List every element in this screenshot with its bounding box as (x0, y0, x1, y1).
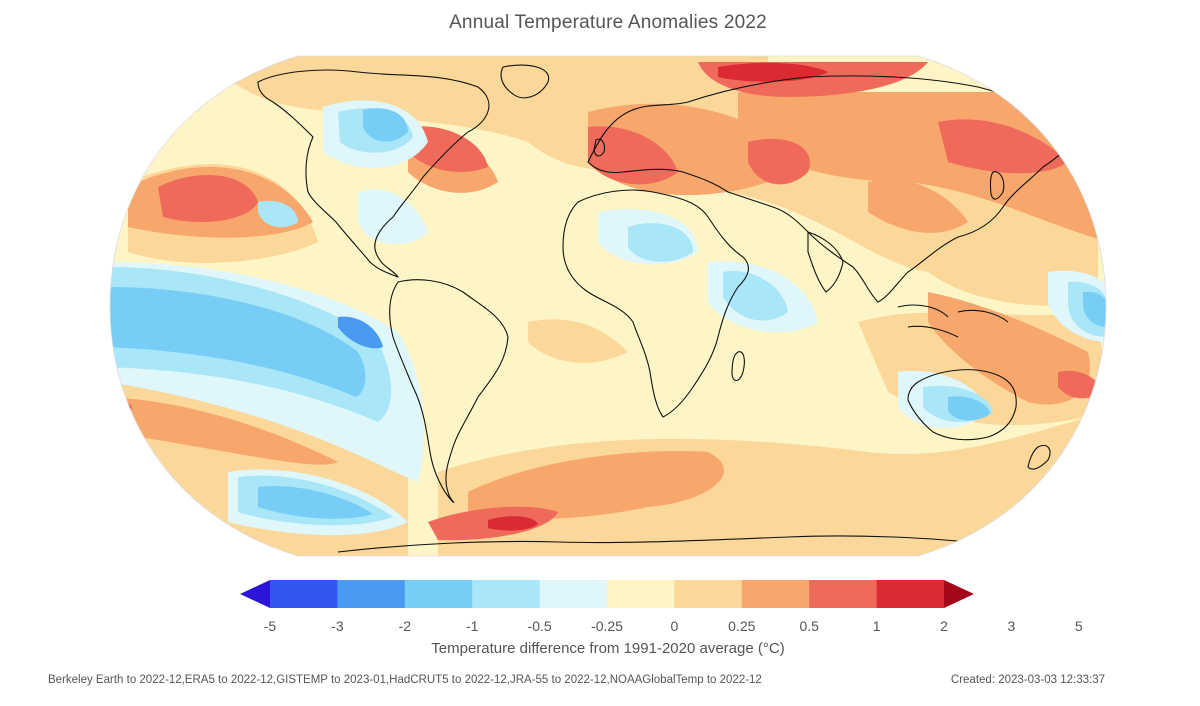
se-asia-islands (897, 304, 1009, 338)
legend-bin--1-to--0.5 (404, 580, 473, 608)
madagascar-outline (731, 351, 745, 382)
anomaly-band-minus2-minus1 (338, 316, 383, 349)
color-legend-ticks: -5 -3 -2 -1 -0.5 -0.25 0 0.25 0.5 1 2 3 5 (0, 618, 1200, 638)
uk-outline (593, 138, 606, 157)
australia-outline (907, 369, 1017, 441)
legend-tick-label: -5 (263, 618, 277, 634)
india-outline (807, 231, 844, 293)
legend-tick-label: -3 (331, 618, 344, 634)
south-america-outline (389, 279, 509, 504)
japan-outline (989, 171, 1005, 200)
legend-tick-label: -1 (465, 618, 479, 634)
legend-bin--3-to--2 (270, 580, 338, 608)
continent-outlines (257, 64, 1070, 553)
legend-tick-label: 2 (940, 618, 948, 634)
legend-bin-1-to-2 (809, 580, 878, 608)
legend-tick-label: -0.5 (527, 618, 552, 634)
data-sources-note: Berkeley Earth to 2022-12,ERA5 to 2022-1… (48, 674, 762, 686)
globe-border (109, 55, 1107, 557)
world-anomaly-map (108, 52, 1108, 560)
legend-tick-label: -2 (398, 618, 412, 634)
legend-bin--5-to--3 (240, 580, 270, 608)
map-title: Annual Temperature Anomalies 2022 (449, 12, 767, 33)
legend-bin-0-to-0.25 (607, 580, 675, 608)
anomaly-band-2-3 (488, 62, 828, 531)
new-zealand-outline (1027, 444, 1051, 470)
africa-outline (562, 189, 749, 418)
legend-tick-label: 0.25 (728, 618, 756, 634)
legend-tick-label: 5 (1074, 618, 1083, 634)
north-america-outline (257, 69, 490, 278)
legend-bin--2-to--1 (337, 580, 406, 608)
legend-bin-3-to-5 (944, 580, 974, 608)
greenland-outline (500, 64, 550, 99)
legend-tick-label: 1 (872, 618, 881, 634)
legend-bin-2-to-3 (876, 580, 945, 608)
anomaly-band-minus1-minus0.5 (110, 108, 1106, 519)
legend-tick-label: 0.5 (799, 618, 819, 634)
legend-tick-label: -0.25 (591, 618, 623, 634)
legend-tick-label: 0 (670, 618, 679, 634)
color-legend-bar (240, 578, 974, 614)
legend-bin--0.25-to-0 (539, 580, 608, 608)
color-legend-label: Temperature difference from 1991-2020 av… (431, 640, 785, 657)
legend-bin-0.5-to-1 (741, 580, 810, 608)
created-timestamp: Created: 2023-03-03 12:33:37 (950, 674, 1105, 686)
eurasia-outline (587, 75, 1070, 303)
legend-tick-label: 3 (1007, 618, 1016, 634)
legend-bin--0.5-to--0.25 (472, 580, 541, 608)
legend-bin-0.25-to-0.5 (674, 580, 743, 608)
